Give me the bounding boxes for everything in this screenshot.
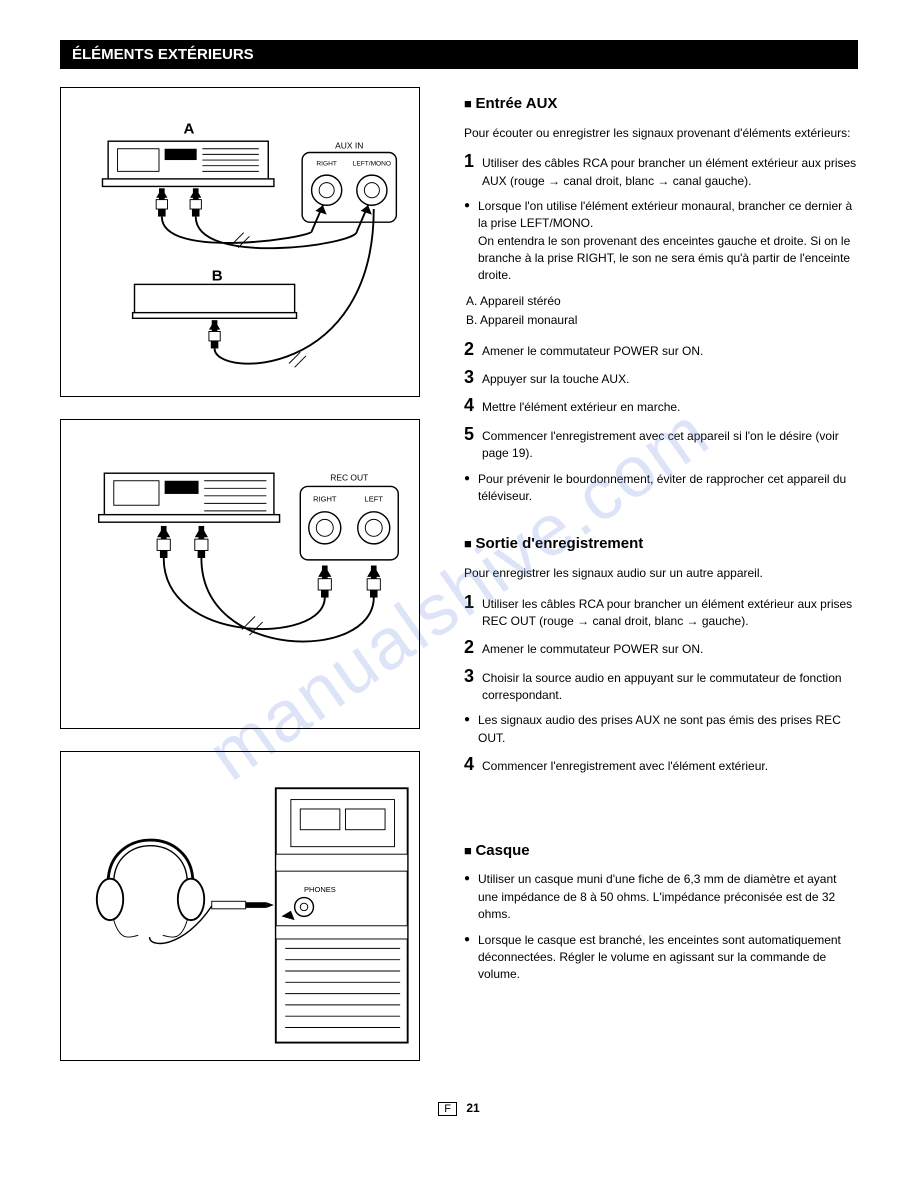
page-footer: F 21 <box>60 1101 858 1116</box>
section1-title: Entrée AUX <box>464 93 858 115</box>
s1-step5: 5Commencer l'enregistrement avec cet app… <box>464 425 858 463</box>
s1-note2: ●Pour prévenir le bourdonnement, éviter … <box>464 471 858 506</box>
svg-text:PHONES: PHONES <box>304 885 336 894</box>
svg-text:LEFT: LEFT <box>365 494 384 503</box>
diagram-aux-in: A AUX IN RIGHT LEFT/MONO <box>69 96 411 388</box>
figure-rec-out: REC OUT RIGHT LEFT <box>60 419 420 729</box>
diagram-headphones: PHONES <box>69 760 411 1052</box>
svg-text:REC OUT: REC OUT <box>330 473 368 483</box>
s1-subB: B. Appareil monaural <box>466 312 858 329</box>
section1-intro: Pour écouter ou enregistrer les signaux … <box>464 125 858 142</box>
s2-step1: 1Utiliser les câbles RCA pour brancher u… <box>464 593 858 631</box>
s1-step1: 1Utiliser des câbles RCA pour brancher u… <box>464 152 858 190</box>
section3-title: Casque <box>464 840 858 862</box>
svg-text:RIGHT: RIGHT <box>316 161 336 168</box>
section2-title: Sortie d'enregistrement <box>464 533 858 555</box>
figure-aux-in: A AUX IN RIGHT LEFT/MONO <box>60 87 420 397</box>
footer-letter: F <box>438 1102 457 1116</box>
svg-text:A: A <box>183 121 194 138</box>
content-columns: A AUX IN RIGHT LEFT/MONO <box>60 87 858 1083</box>
s2-step3: 3Choisir la source audio en appuyant sur… <box>464 667 858 705</box>
s1-step3: 3Appuyer sur la touche AUX. <box>464 368 858 388</box>
s1-note1: ●Lorsque l'on utilise l'élément extérieu… <box>464 198 858 285</box>
svg-text:RIGHT: RIGHT <box>313 494 337 503</box>
s2-note1: ●Les signaux audio des prises AUX ne son… <box>464 712 858 747</box>
s1-subA: A. Appareil stéréo <box>466 293 858 310</box>
s1-step4: 4Mettre l'élément extérieur en marche. <box>464 396 858 416</box>
svg-text:B: B <box>212 268 223 285</box>
svg-text:LEFT/MONO: LEFT/MONO <box>353 161 391 168</box>
footer-page: 21 <box>466 1101 479 1115</box>
figures-column: A AUX IN RIGHT LEFT/MONO <box>60 87 440 1083</box>
s2-step2: 2Amener le commutateur POWER sur ON. <box>464 638 858 658</box>
page: manualshive.com ÉLÉMENTS EXTÉRIEURS A AU… <box>0 0 918 1188</box>
text-column: Entrée AUX Pour écouter ou enregistrer l… <box>464 87 858 1083</box>
figure-headphones: PHONES <box>60 751 420 1061</box>
s1-sublist: A. Appareil stéréo B. Appareil monaural <box>464 293 858 330</box>
svg-text:AUX IN: AUX IN <box>335 141 363 151</box>
s2-step4: 4Commencer l'enregistrement avec l'éléme… <box>464 755 858 775</box>
s3-note1: ●Utiliser un casque muni d'une fiche de … <box>464 871 858 923</box>
diagram-rec-out: REC OUT RIGHT LEFT <box>69 428 411 720</box>
section2-intro: Pour enregistrer les signaux audio sur u… <box>464 565 858 582</box>
s1-step2: 2Amener le commutateur POWER sur ON. <box>464 340 858 360</box>
section-header: ÉLÉMENTS EXTÉRIEURS <box>60 40 858 69</box>
s3-note2: ●Lorsque le casque est branché, les ence… <box>464 932 858 984</box>
